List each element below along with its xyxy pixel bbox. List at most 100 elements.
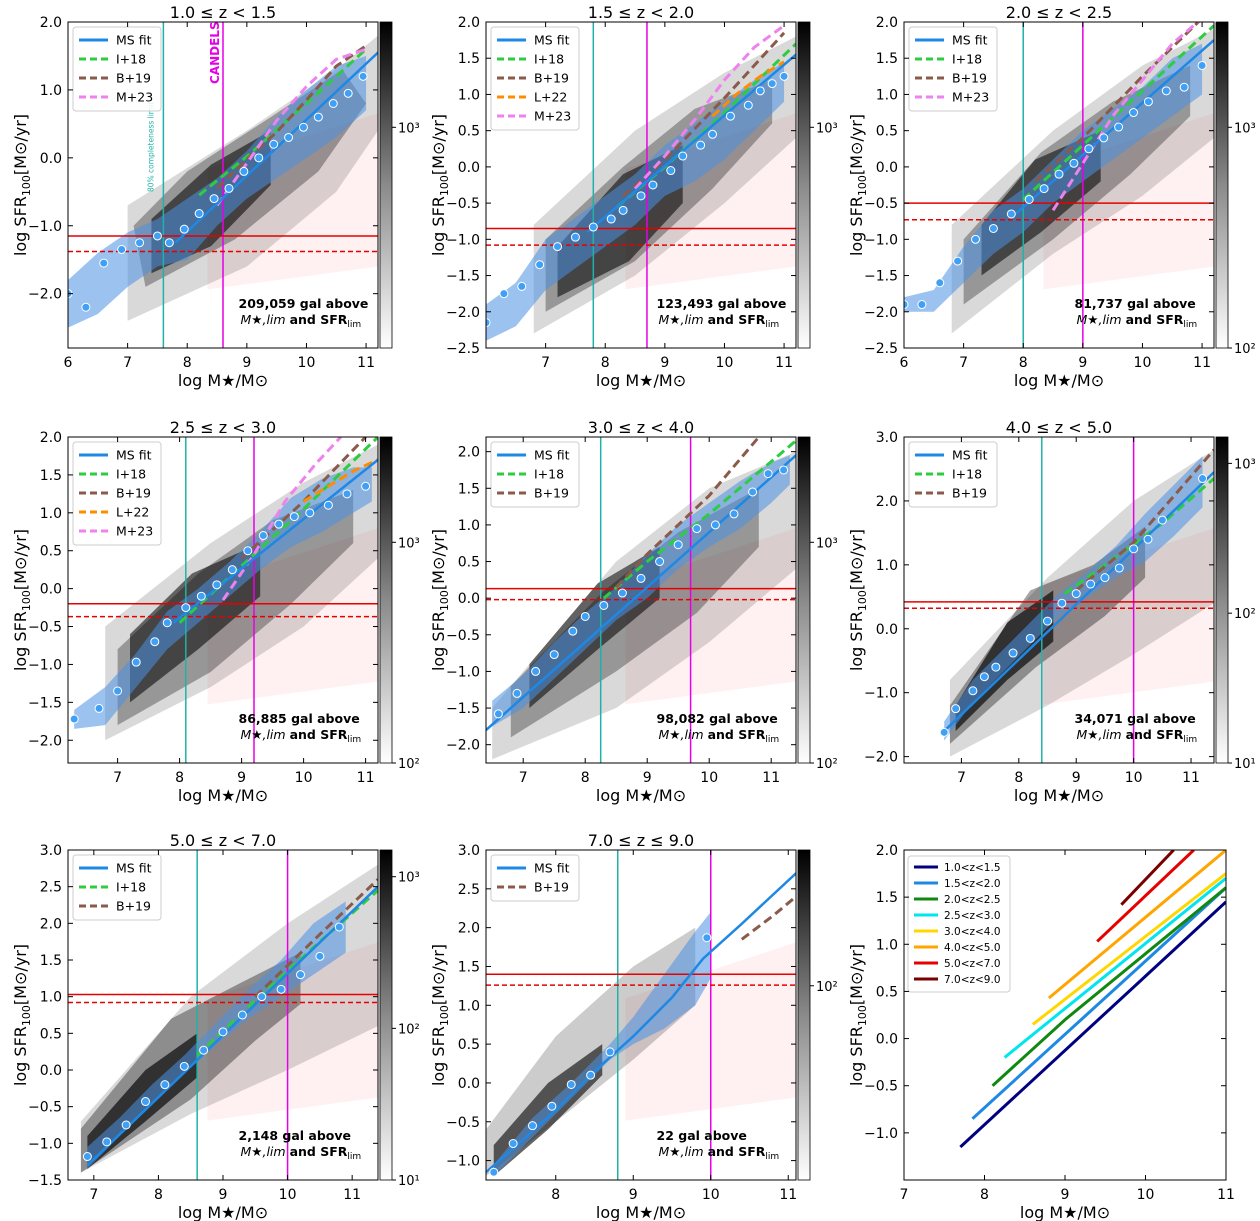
ms-median-point xyxy=(150,637,160,647)
y-tick-label: 0.0 xyxy=(876,622,898,638)
ms-median-point xyxy=(549,650,559,660)
ms-median-point xyxy=(296,970,305,980)
x-tick-label: 9 xyxy=(629,1187,638,1203)
y-tick-label: 1.5 xyxy=(876,51,898,67)
x-axis-label: log M★/M⊙ xyxy=(1020,1203,1110,1221)
legend: 1.0<z<1.5 1.5<z<2.0 2.0<z<2.5 2.5<z<3.0 3.0<… xyxy=(907,855,1011,993)
y-tick-label: 0.0 xyxy=(40,582,62,598)
legend-label: B+19 xyxy=(116,71,151,86)
y-tick-label: 1.5 xyxy=(40,468,62,484)
axes-frame xyxy=(903,21,1215,349)
y-axis-label: log SFR100[M⊙/yr] xyxy=(429,114,451,256)
ms-median-point xyxy=(648,180,658,190)
y-tick-label: 1.0 xyxy=(40,506,62,522)
colorbar-tick-label: 10³ xyxy=(816,536,838,551)
galaxy-count-label: 34,071 gal above xyxy=(1075,711,1196,726)
x-tick-label: 10 xyxy=(298,355,316,371)
summary-series-line xyxy=(1003,877,1226,1059)
y-tick-label: 1.5 xyxy=(458,481,480,497)
x-tick-label: 9 xyxy=(1072,770,1081,786)
y-axis-label: log SFR100[M⊙/yr] xyxy=(847,529,869,671)
axes-frame xyxy=(485,21,797,349)
y-tick-label: 1.5 xyxy=(876,890,898,906)
axes-frame xyxy=(903,436,1215,764)
y-tick-label: 0.5 xyxy=(458,1037,480,1053)
summary-series-line xyxy=(959,900,1226,1149)
ms-median-point xyxy=(1143,97,1153,107)
plot-content xyxy=(68,850,378,1180)
colorbar-tick-label: 10² xyxy=(1234,607,1256,622)
ms-median-point xyxy=(486,318,491,328)
plot-content xyxy=(904,22,1214,348)
ms-median-point xyxy=(710,520,720,530)
legend-label: B+19 xyxy=(116,899,151,914)
colorbar-tick-label: 10² xyxy=(398,1022,420,1037)
y-tick-label: −2.0 xyxy=(446,305,480,321)
legend-label: B+19 xyxy=(116,486,151,501)
ms-median-point xyxy=(599,600,609,610)
ms-median-point xyxy=(935,278,945,288)
legend-label: MS fit xyxy=(534,861,570,876)
ms-median-point xyxy=(666,166,676,176)
legend-label: L+22 xyxy=(116,505,149,520)
ms-median-point xyxy=(121,1120,131,1130)
legend-label: B+19 xyxy=(952,486,987,501)
summary-series-line xyxy=(971,886,1226,1120)
legend: MS fit I+18 B+19 L+22 M+23 xyxy=(72,441,162,546)
ms-median-point xyxy=(692,524,702,534)
ms-median-point xyxy=(763,469,773,479)
plot-content xyxy=(68,22,378,348)
y-tick-label: 1.0 xyxy=(458,998,480,1014)
y-tick-label: 2.0 xyxy=(458,921,480,937)
y-axis-label: log SFR100[M⊙/yr] xyxy=(847,114,869,256)
ms-median-point xyxy=(313,112,323,122)
ms-median-point xyxy=(991,662,1001,672)
summary-series-line xyxy=(1096,850,1195,943)
ms-median-point xyxy=(117,245,127,255)
y-tick-label: −1.0 xyxy=(864,232,898,248)
ms-median-point xyxy=(1006,209,1016,219)
legend-label: M+23 xyxy=(534,109,571,124)
ms-scatter-band xyxy=(944,456,1203,741)
ms-median-point xyxy=(988,223,998,233)
ms-median-point xyxy=(1054,169,1064,179)
x-tick-label: 11 xyxy=(1217,1187,1235,1203)
y-tick-label: −1.0 xyxy=(864,1126,898,1142)
ms-median-point xyxy=(1024,194,1034,204)
ms-median-point xyxy=(779,465,789,475)
y-tick-label: 0.0 xyxy=(458,160,480,176)
colorbar xyxy=(379,21,393,349)
legend-box xyxy=(72,26,162,112)
legend-label: 2.0<z<2.5 xyxy=(944,894,1001,906)
colorbar xyxy=(797,436,811,764)
ms-median-point xyxy=(1043,616,1053,626)
x-tick-label: 10 xyxy=(716,355,734,371)
colorbar-tick-label: 10² xyxy=(1234,342,1256,357)
ms-median-point xyxy=(328,99,338,108)
ms-median-point xyxy=(284,132,294,142)
x-tick-label: 11 xyxy=(775,355,793,371)
ms-median-point xyxy=(257,992,267,1002)
ms-median-point xyxy=(953,256,963,266)
y-tick-label: −0.5 xyxy=(446,1115,480,1131)
ms-median-point xyxy=(315,951,325,961)
y-tick-label: 0.5 xyxy=(458,555,480,571)
ms-median-point xyxy=(99,258,109,268)
x-tick-label: 11 xyxy=(1182,770,1200,786)
ms-median-point xyxy=(636,573,646,583)
ms-median-point xyxy=(1057,598,1067,608)
y-tick-label: 0.0 xyxy=(40,1063,62,1079)
ms-median-point xyxy=(1157,515,1167,525)
x-tick-label: 7 xyxy=(89,1187,98,1203)
ms-scatter-band xyxy=(493,912,711,1177)
ms-fit-line xyxy=(943,471,1214,732)
y-tick-label: 2.0 xyxy=(458,15,480,31)
ms-median-point xyxy=(979,672,989,682)
panel-title: 1.0 ≤ z < 1.5 xyxy=(170,3,276,22)
ms-median-point xyxy=(517,281,527,291)
